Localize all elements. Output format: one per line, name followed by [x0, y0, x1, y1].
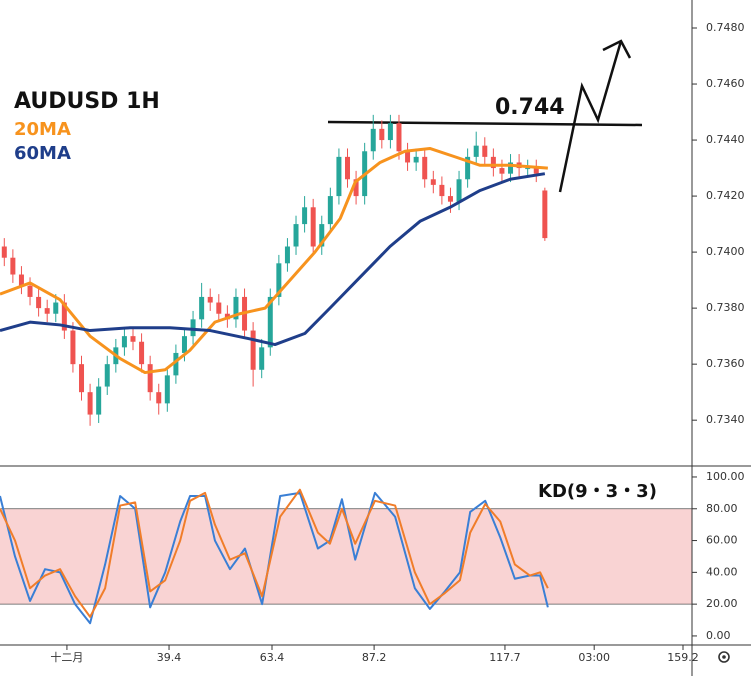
candle-body: [319, 224, 325, 247]
candle-body: [70, 330, 76, 365]
resistance-line: [327, 120, 643, 127]
level-annotation: 0.744: [495, 95, 565, 120]
candle-body: [499, 168, 505, 174]
y-tick-label: 0.7460: [706, 77, 745, 90]
candle-body: [207, 296, 213, 303]
y-tick-label: 20.00: [706, 597, 738, 610]
candle-body: [190, 319, 196, 337]
candle-body: [396, 123, 402, 152]
candle-body: [465, 156, 471, 180]
candle-body: [456, 179, 462, 202]
candle-body: [18, 274, 24, 286]
y-tick-label: 80.00: [706, 502, 738, 515]
x-tick-label: 39.4: [157, 651, 182, 664]
candle-body: [439, 184, 445, 197]
candle-body: [447, 196, 453, 202]
candle-body: [353, 179, 359, 197]
y-tick-label: 0.7480: [706, 21, 745, 34]
x-tick-label: 十二月: [50, 650, 83, 664]
candle-body: [525, 168, 531, 170]
x-tick-label: 87.2: [362, 651, 387, 664]
candle-body: [1, 246, 7, 258]
candle-body: [336, 156, 342, 197]
candle-body: [216, 302, 222, 314]
y-tick-label: 60.00: [706, 534, 738, 547]
ma-line: [0, 172, 546, 347]
candle-body: [173, 352, 179, 376]
candle-body: [96, 386, 102, 415]
y-tick-label: 40.00: [706, 565, 738, 578]
candle-body: [508, 162, 514, 174]
forecast-arrow: [558, 40, 623, 193]
y-tick-label: 0.7420: [706, 189, 745, 202]
candle-body: [345, 156, 351, 180]
candle-body: [199, 296, 205, 320]
ma-line: [0, 146, 548, 375]
candle-body: [250, 330, 256, 370]
candle-body: [310, 207, 316, 247]
y-tick-label: 0.7360: [706, 357, 745, 370]
kd-title: KD(9・3・3): [538, 481, 657, 502]
candle-body: [276, 263, 282, 297]
candle-body: [379, 128, 385, 141]
candle-body: [405, 151, 411, 163]
y-tick-label: 0.7380: [706, 301, 745, 314]
candle-body: [413, 156, 419, 163]
candle-body: [267, 296, 273, 348]
candle-body: [27, 285, 33, 297]
candle-body: [10, 257, 16, 275]
candle-body: [104, 364, 110, 387]
candle-body: [139, 341, 145, 365]
candle-body: [147, 364, 153, 393]
candle-body: [327, 196, 333, 225]
legend-60ma: 60MA: [14, 143, 71, 164]
candle-body: [284, 246, 290, 264]
y-tick-label: 0.00: [706, 629, 731, 642]
y-tick-label: 0.7440: [706, 133, 745, 146]
candle-body: [387, 123, 393, 141]
candle-body: [422, 156, 428, 180]
legend-20ma: 20MA: [14, 119, 71, 140]
candle-body: [44, 308, 50, 314]
kd-band: [0, 508, 692, 605]
candle-body: [533, 168, 539, 174]
x-tick-label: 117.7: [489, 651, 521, 664]
kd-band-layer: [0, 508, 692, 605]
x-tick-label: 159.2: [667, 651, 699, 664]
candle-body: [490, 156, 496, 169]
candle-body: [87, 392, 93, 415]
y-tick-label: 0.7400: [706, 245, 745, 258]
candle-body: [79, 364, 85, 393]
x-tick-label: 63.4: [260, 651, 285, 664]
candle-body: [430, 179, 436, 185]
candle-body: [293, 224, 299, 247]
arrow-head: [602, 39, 632, 59]
candle-body: [473, 145, 479, 157]
chart-title: AUDUSD 1H: [14, 89, 160, 114]
settings-icon[interactable]: [718, 651, 730, 663]
candle-body: [181, 336, 187, 353]
kd-line: [0, 488, 549, 618]
y-tick-label: 0.7340: [706, 413, 745, 426]
candle-body: [259, 347, 265, 370]
candle-body: [164, 375, 170, 404]
x-tick-label: 03:00: [578, 651, 610, 664]
candle-body: [61, 302, 67, 331]
candle-body: [482, 145, 488, 157]
candle-body: [36, 296, 42, 309]
candle-body: [542, 190, 548, 239]
candle-body: [130, 336, 136, 342]
candle-body: [53, 302, 59, 314]
candle-body: [121, 336, 127, 348]
candle-body: [302, 207, 308, 225]
y-tick-label: 100.00: [706, 470, 745, 483]
candle-body: [370, 128, 376, 152]
candle-body: [156, 392, 162, 404]
candle-body: [233, 296, 239, 320]
